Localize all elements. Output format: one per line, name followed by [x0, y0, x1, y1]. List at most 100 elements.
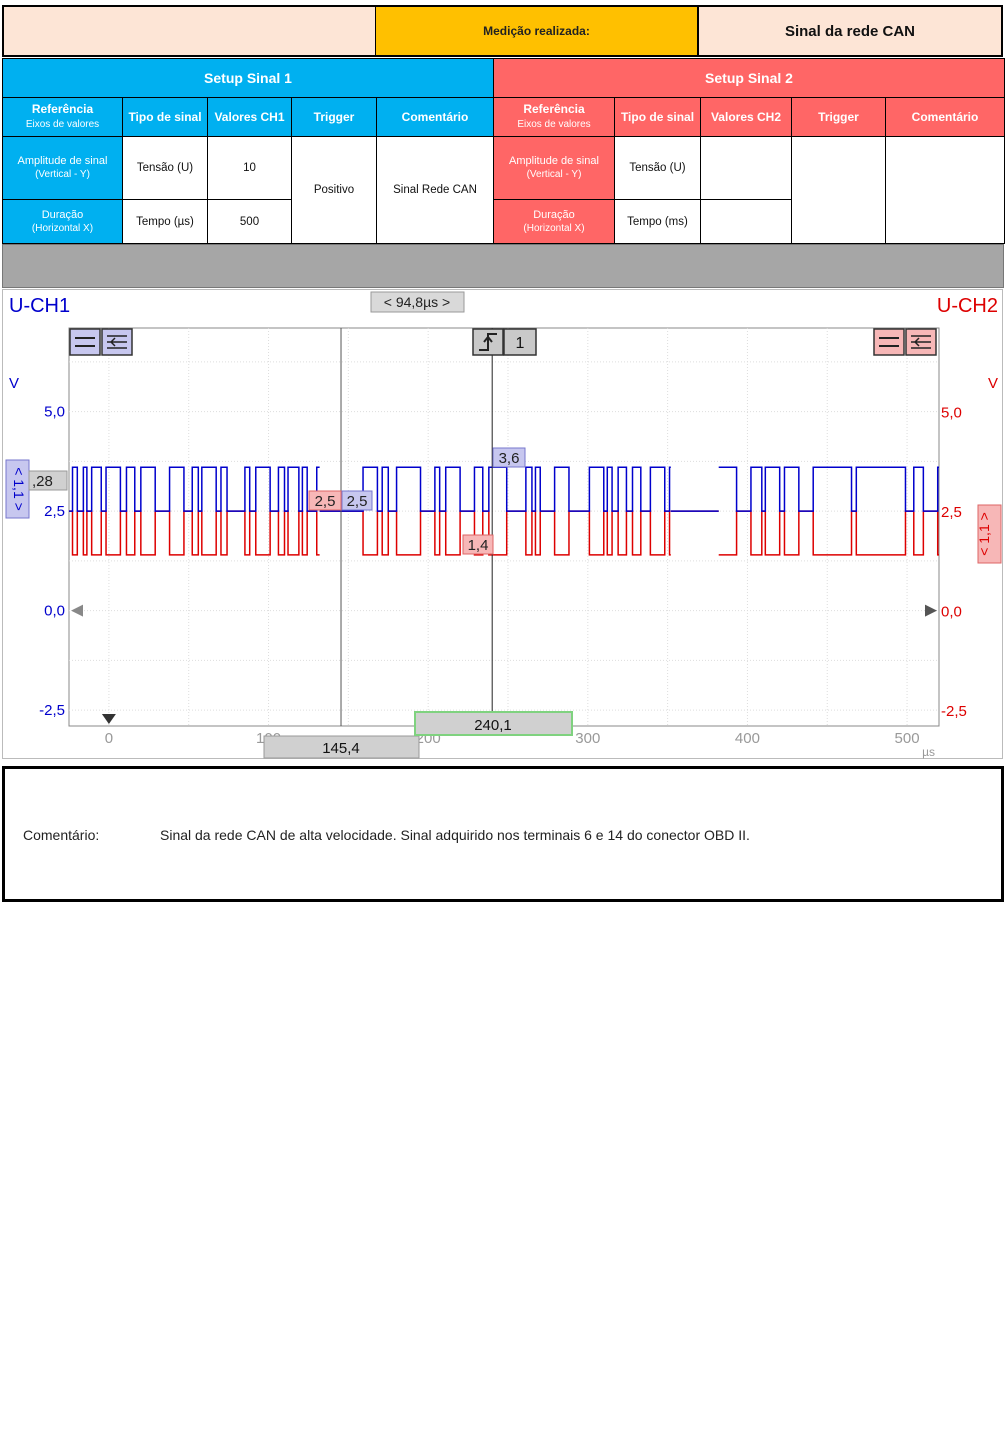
- setup2-col-values: Valores CH2: [700, 97, 792, 137]
- setup1-row2-type: Tempo (µs): [122, 199, 208, 244]
- cursor-a-time-label: 145,4: [322, 740, 360, 757]
- comment-box: Comentário: Sinal da rede CAN de alta ve…: [2, 766, 1004, 902]
- setup1-row1-title: Amplitude de sinal: [17, 155, 108, 167]
- setup2-row1-title: Amplitude de sinal: [509, 155, 599, 167]
- setup1-col-trigger: Trigger: [291, 97, 377, 137]
- setup1-col-values: Valores CH1: [207, 97, 292, 137]
- setup2-comment-value: [884, 136, 1005, 244]
- setup1-col-comment: Comentário: [375, 97, 495, 137]
- setup2-col-trigger: Trigger: [791, 97, 886, 137]
- setup-signal-2-table: Setup Sinal 2 Referência Eixos de valores…: [492, 58, 1005, 244]
- y-tick-label-left: 5,0: [44, 404, 65, 421]
- x-tick-label: 400: [735, 730, 760, 747]
- cursor-b-time-box: [414, 711, 573, 736]
- setup1-row1-value: 10: [207, 136, 292, 200]
- setup1-col-ref-label: Referência: [31, 102, 94, 116]
- setup2-row2-title: Duração: [533, 208, 575, 221]
- trigger-channel-box: [503, 328, 537, 356]
- y-tick-label-right: 5,0: [941, 405, 962, 422]
- setup2-row1-value: [700, 136, 792, 200]
- y-tick-label-right: 2,5: [941, 504, 962, 521]
- trigger-channel-label: 1: [516, 335, 525, 352]
- cursor-b-ch1-value: 3,6: [499, 450, 520, 467]
- x-unit-label: µs: [922, 745, 935, 759]
- setup2-row-amplitude: Amplitude de sinal (Vertical - Y): [493, 136, 615, 200]
- ch2-scale-control: [977, 504, 1002, 564]
- ch2-arrow-glyph: [911, 335, 931, 349]
- ch1-scale-label: < 1,1 >: [11, 467, 27, 511]
- separator-band: [2, 244, 1004, 288]
- measurement-label: Medição realizada:: [376, 5, 699, 57]
- x-tick-label: 300: [575, 730, 600, 747]
- setup1-row1-type: Tensão (U): [122, 136, 208, 200]
- trigger-edge-glyph: [479, 333, 497, 351]
- comment-text: Sinal da rede CAN de alta velocidade. Si…: [160, 827, 750, 843]
- y-tick-label-right: 0,0: [941, 604, 962, 621]
- setup1-row2-title: Duração: [41, 208, 84, 221]
- ch2-equal-icon: [873, 328, 905, 356]
- ch1-offset-label: ,28: [32, 473, 53, 490]
- oscilloscope-panel: U-CH1 U-CH2 V V 5,0 2,5 0,0 -2,5 5,0 2,5 0,0 -2,5 0 1…: [2, 289, 1003, 759]
- oscilloscope-chart: U-CH1 U-CH2 V V 5,0 2,5 0,0 -2,5 5,0 2,5 0,0 -2,5 0 1…: [5, 291, 1002, 759]
- cursor-a-time-box: [263, 735, 420, 759]
- setup-signal-1-table: Setup Sinal 1 Referência Eixos de valores…: [1, 58, 495, 244]
- y-tick-label-left: -2,5: [39, 702, 65, 719]
- cursor-delta-box: [370, 291, 465, 313]
- x-tick-label: 0: [105, 730, 113, 747]
- setup1-row2-value: 500: [207, 199, 292, 244]
- ch2-title: U-CH2: [937, 295, 998, 317]
- ch1-zero-marker: [71, 604, 83, 617]
- ch2-scale-label: < 1,1 >: [976, 512, 992, 556]
- y-tick-label-left: 2,5: [44, 503, 65, 520]
- y-tick-label-right: -2,5: [941, 703, 967, 720]
- setup2-col-type: Tipo de sinal: [614, 97, 701, 137]
- ch2-equal-glyph: [879, 337, 899, 347]
- setup2-row1-sub: (Vertical - Y): [526, 169, 582, 180]
- setup1-row1-sub: (Vertical - Y): [35, 169, 90, 180]
- setup1-col-ref: Referência Eixos de valores: [2, 97, 123, 137]
- setup1-trigger-value: Positivo: [291, 136, 377, 244]
- trigger-time-marker: [101, 714, 116, 724]
- setup1-col-type: Tipo de sinal: [122, 97, 208, 137]
- setup1-comment-value: Sinal Rede CAN: [375, 136, 495, 244]
- setup2-row2-value: [700, 199, 792, 244]
- cursor-b-time-label: 240,1: [474, 717, 512, 734]
- ch1-equal-glyph: [75, 337, 95, 347]
- cursor-delta-label: < 94,8µs >: [384, 294, 450, 310]
- cursor-a-ch2-value: 2,5: [315, 493, 336, 510]
- ch1-waveform: [69, 466, 939, 512]
- cursor-a-ch2-value-box: [308, 490, 342, 511]
- setup1-row-amplitude: Amplitude de sinal (Vertical - Y): [2, 136, 123, 200]
- setup1-row2-sub: (Horizontal X): [31, 222, 94, 234]
- setup2-row1-type: Tensão (U): [614, 136, 701, 200]
- setup2-col-ref-sub: Eixos de valores: [517, 119, 591, 130]
- setup2-row-duration: Duração (Horizontal X): [493, 199, 615, 244]
- setup2-col-ref-label: Referência: [523, 102, 585, 116]
- setup2-col-comment: Comentário: [884, 97, 1005, 137]
- ch2-zero-marker: [925, 604, 937, 617]
- ch1-arrow-glyph: [107, 335, 127, 349]
- setup2-row2-sub: (Horizontal X): [523, 222, 585, 234]
- setup2-trigger-value: [791, 136, 886, 244]
- y-tick-label-left: 0,0: [44, 603, 65, 620]
- comment-label: Comentário:: [23, 827, 100, 843]
- ch1-offset-box: [28, 470, 68, 491]
- ch1-title: U-CH1: [9, 295, 70, 317]
- cursor-b-ch1-value-box: [492, 447, 526, 468]
- setup1-title: Setup Sinal 1: [1, 58, 495, 98]
- setup2-title: Setup Sinal 2: [492, 58, 1005, 98]
- plot-area: [68, 327, 940, 727]
- ch1-equal-icon: [69, 328, 101, 356]
- setup2-col-ref: Referência Eixos de valores: [493, 97, 615, 137]
- left-unit-label: V: [9, 375, 19, 392]
- header-blank-cell: [2, 5, 377, 57]
- cursor-b-ch2-value: 1,4: [468, 537, 489, 554]
- setup1-row-duration: Duração (Horizontal X): [2, 199, 123, 244]
- cursor-b-ch2-value-box: [462, 534, 494, 555]
- right-unit-label: V: [988, 375, 998, 392]
- cursor-a-ch1-value: 2,5: [347, 493, 368, 510]
- setup2-row2-type: Tempo (ms): [614, 199, 701, 244]
- setup1-col-ref-sub: Eixos de valores: [25, 119, 100, 130]
- x-tick-label: 500: [895, 730, 920, 747]
- measurement-value: Sinal da rede CAN: [698, 5, 1003, 57]
